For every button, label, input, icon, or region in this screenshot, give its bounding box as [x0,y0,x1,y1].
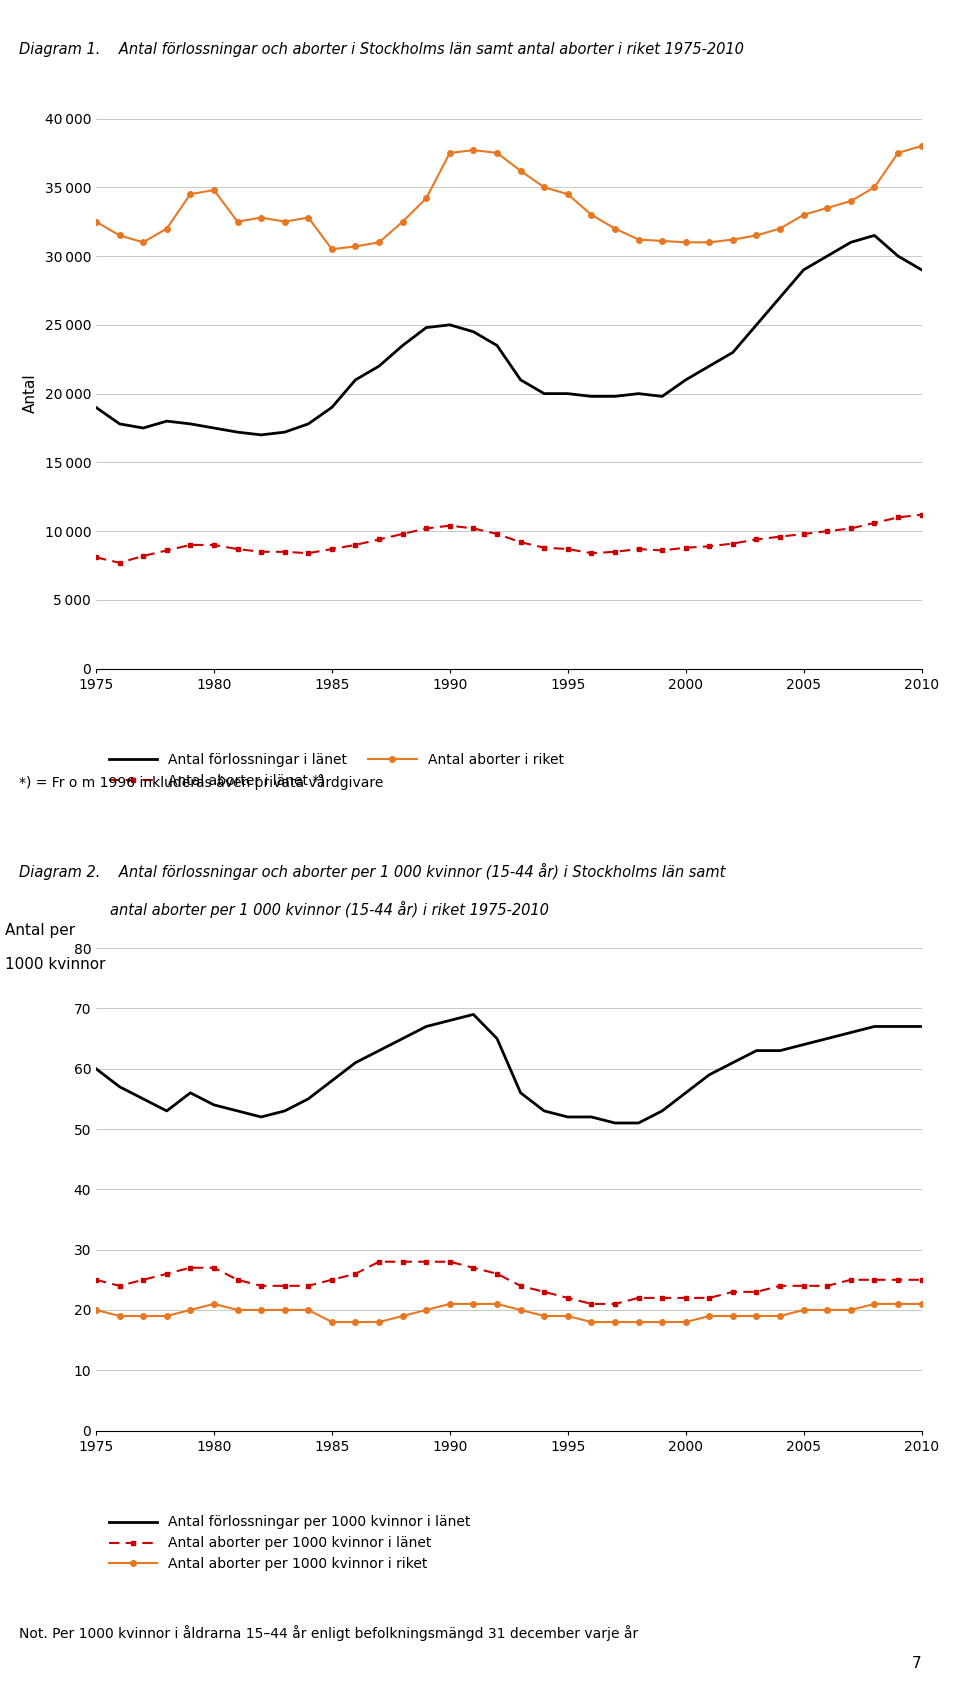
Text: Diagram 2.    Antal förlossningar och aborter per 1 000 kvinnor (15-44 år) i Sto: Diagram 2. Antal förlossningar och abort… [19,863,726,880]
Text: Diagram 1.    Antal förlossningar och aborter i Stockholms län samt antal aborte: Diagram 1. Antal förlossningar och abort… [19,42,744,58]
Legend: Antal förlossningar i länet, Antal aborter i länet *), Antal aborter i riket: Antal förlossningar i länet, Antal abort… [103,747,569,794]
Text: 1000 kvinnor: 1000 kvinnor [5,957,106,972]
Text: Not. Per 1000 kvinnor i åldrarna 15–44 år enligt befolkningsmängd 31 december va: Not. Per 1000 kvinnor i åldrarna 15–44 å… [19,1625,638,1641]
Text: antal aborter per 1 000 kvinnor (15-44 år) i riket 1975-2010: antal aborter per 1 000 kvinnor (15-44 å… [110,901,549,918]
Text: 7: 7 [912,1656,922,1671]
Y-axis label: Antal: Antal [23,374,37,413]
Legend: Antal förlossningar per 1000 kvinnor i länet, Antal aborter per 1000 kvinnor i l: Antal förlossningar per 1000 kvinnor i l… [103,1510,476,1576]
Text: *) = Fr o m 1996 inkluderas även privata vårdgivare: *) = Fr o m 1996 inkluderas även privata… [19,774,384,789]
Text: Antal per: Antal per [5,923,75,938]
